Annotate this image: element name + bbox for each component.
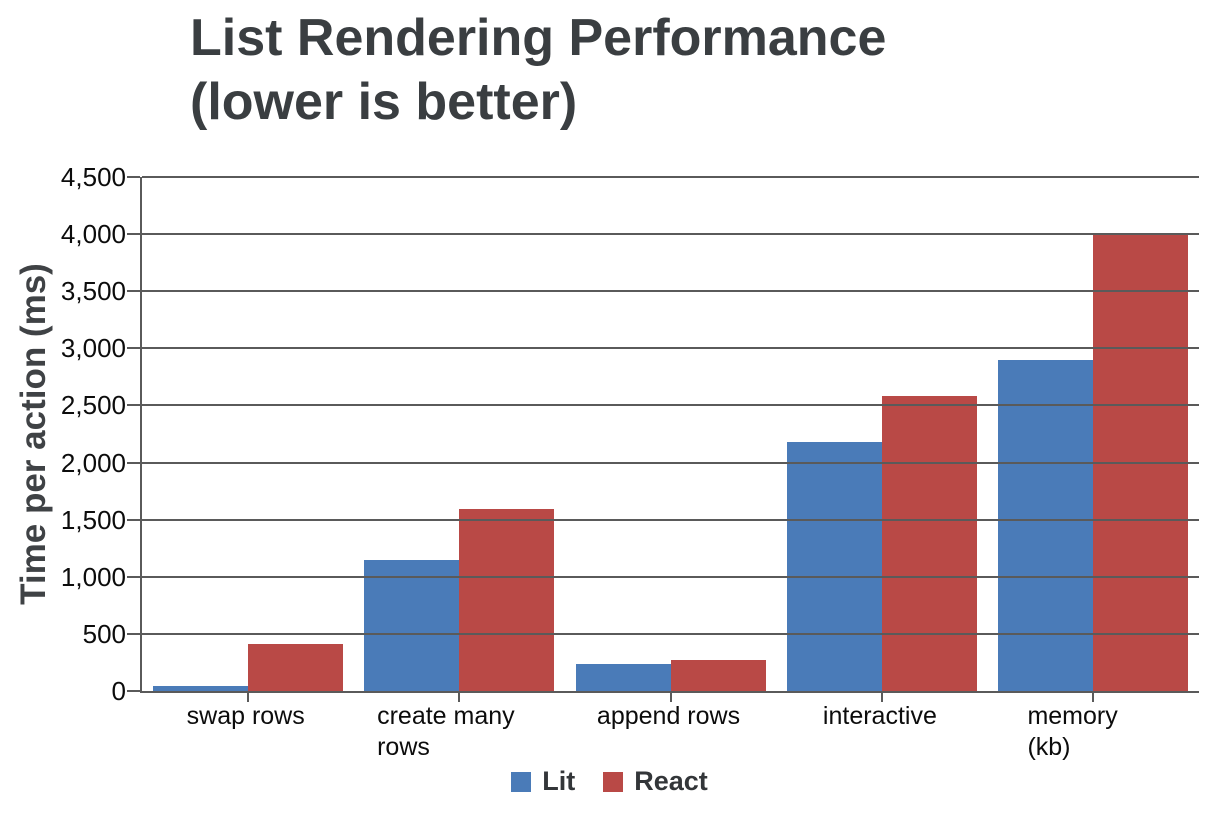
x-tick-interactive [880,693,883,702]
gridline-2500 [142,404,1199,407]
legend: Lit React [0,766,1219,797]
x-tick-append-rows [669,693,672,702]
plot-area [127,176,1199,702]
gridline-4500 [142,176,1199,178]
y-tick-1500 [127,518,140,521]
x-label-swap-rows: swap rows [187,701,305,732]
y-tick-label-3000: 3,000 [60,333,126,364]
y-tick-500 [127,632,140,635]
chart-title: List Rendering Performance (lower is bet… [190,6,886,134]
legend-swatch-lit [511,771,532,792]
bar-lit-memory-kb [998,359,1094,691]
bar-react-swap-rows [247,644,343,691]
x-label-text: create many rows [377,702,515,761]
bar-group-append-rows [565,177,776,691]
y-tick-label-0: 0 [111,676,126,706]
bar-lit-append-rows [575,664,671,691]
gridline-4000 [142,233,1199,236]
bar-group-create-many-rows [353,177,564,691]
y-tick-2500 [127,404,140,407]
x-label-create-many-rows: create many rows [377,701,537,763]
bar-lit-swap-rows [152,685,248,691]
y-tick-label-2000: 2,000 [60,447,126,478]
bar-react-append-rows [670,660,766,691]
y-tick-label-4500: 4,500 [60,162,126,192]
y-tick-label-1000: 1,000 [60,561,126,592]
y-tick-label-1500: 1,500 [60,504,126,535]
y-tick-1000 [127,575,140,578]
x-label-text: memory (kb) [1027,702,1118,761]
x-tick-memory-kb [1092,693,1095,702]
y-tick-label-4000: 4,000 [60,219,126,250]
legend-swatch-react [603,771,624,792]
bar-group-memory-kb [988,177,1199,691]
bar-react-create-many-rows [459,508,555,691]
gridline-500 [142,632,1199,635]
y-tick-3500 [127,290,140,293]
x-tick-create-many-rows [458,693,461,702]
gridline-3500 [142,290,1199,293]
x-label-interactive: interactive [823,701,937,732]
y-tick-0 [127,690,140,692]
bar-groups [142,177,1199,691]
x-label-text: swap rows [186,702,305,730]
x-label-text: interactive [822,702,937,730]
y-tick-4500 [127,176,140,178]
y-tick-label-3500: 3,500 [60,276,126,307]
x-label-memory-kb: memory (kb) [1027,701,1155,763]
y-tick-4000 [127,233,140,236]
y-tick-label-2500: 2,500 [60,390,126,421]
bar-group-swap-rows [142,177,353,691]
y-tick-3000 [127,347,140,350]
legend-label-react: React [634,766,708,796]
legend-item-react: React [603,766,708,797]
x-label-text: append rows [596,702,741,730]
x-tick-swap-rows [246,693,249,702]
y-tick-label-500: 500 [82,618,126,649]
bar-group-interactive [776,177,987,691]
legend-label-lit: Lit [542,766,576,796]
gridline-1000 [142,575,1199,578]
chart-title-line1: List Rendering Performance [190,9,887,67]
x-label-append-rows: append rows [597,701,740,732]
gridline-1500 [142,518,1199,521]
bar-react-interactive [881,396,977,691]
chart-title-line2: (lower is better) [190,73,578,131]
bar-lit-interactive [786,442,882,691]
gridline-2000 [142,461,1199,464]
bar-lit-create-many-rows [364,559,460,691]
y-axis-title: Time per action (ms) [14,263,53,605]
legend-item-lit: Lit [511,766,575,797]
y-tick-2000 [127,461,140,464]
gridline-3000 [142,347,1199,350]
